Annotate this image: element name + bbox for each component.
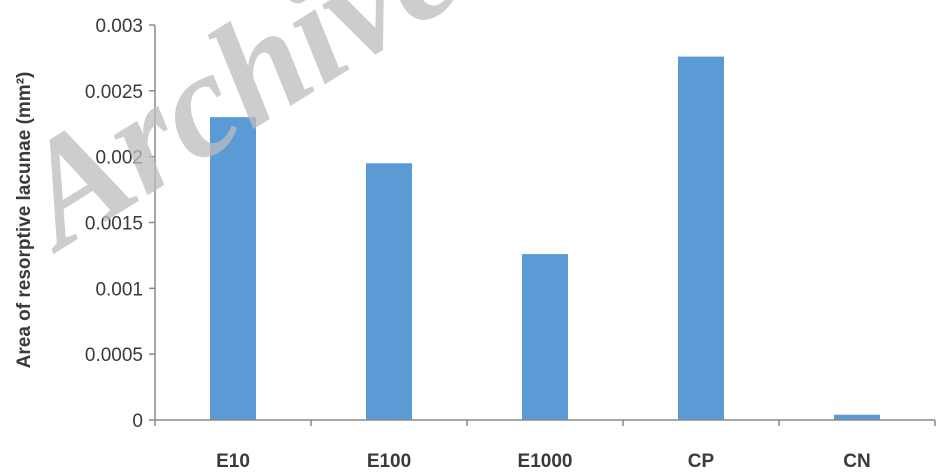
y-tick-label: 0.0005 — [85, 345, 143, 366]
x-category-label: E1000 — [518, 451, 573, 472]
bars-group — [210, 56, 880, 421]
x-category-label: E100 — [367, 451, 411, 472]
x-category-label: CN — [843, 451, 870, 472]
y-tick-label: 0.003 — [95, 16, 143, 37]
y-tick-label: 0.002 — [95, 148, 143, 169]
y-tick-label: 0.0015 — [85, 214, 143, 235]
x-category-label: E10 — [216, 451, 250, 472]
bar-cn — [834, 414, 880, 420]
x-category-label: CP — [688, 451, 715, 472]
bar-e1000 — [522, 254, 568, 420]
bar-e100 — [366, 163, 412, 420]
y-tick-label: 0.0025 — [85, 82, 143, 103]
bar-cp — [678, 56, 724, 420]
y-tick-label: 0 — [132, 411, 143, 432]
y-axis-title: Area of resorptive lacunae (mm²) — [14, 72, 35, 369]
x-axis-ticks: E10 E100 E1000 CP CN — [154, 420, 936, 472]
y-tick-label: 0.001 — [95, 279, 143, 300]
bar-e10 — [210, 117, 256, 421]
y-axis-ticks: 0 0.0005 0.001 0.0015 0.002 0.0025 0.003 — [85, 16, 155, 432]
